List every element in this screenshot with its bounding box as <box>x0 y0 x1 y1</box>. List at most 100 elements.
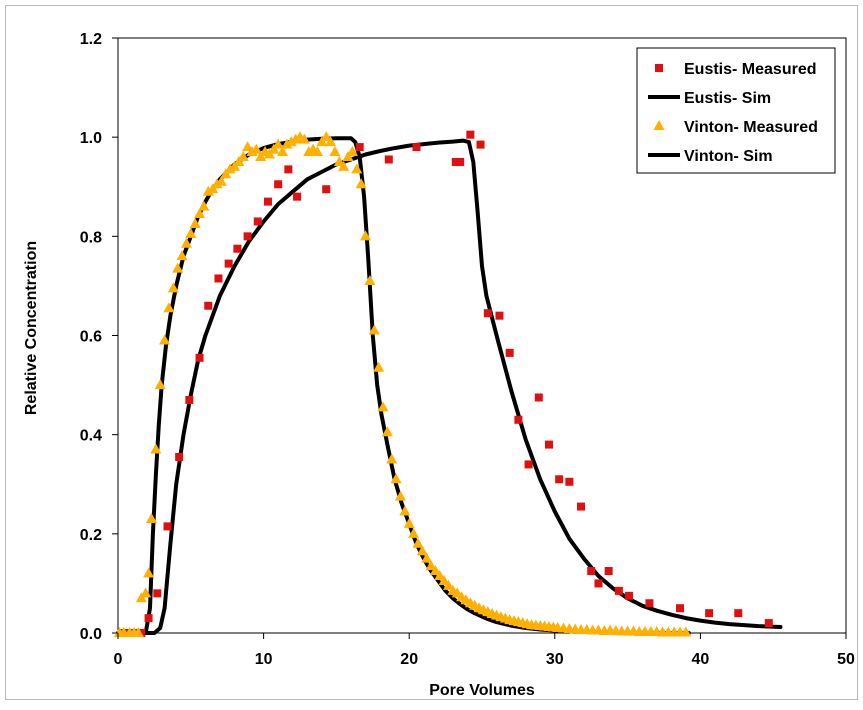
data-point <box>145 512 157 523</box>
data-point <box>421 552 433 563</box>
data-point <box>293 192 302 201</box>
data-point <box>144 614 153 623</box>
data-point <box>408 527 420 538</box>
data-point <box>565 477 574 486</box>
y-tick-label: 0.2 <box>80 527 102 544</box>
legend-swatch <box>653 120 665 130</box>
legend-label: Vinton- Measured <box>684 119 818 136</box>
data-point <box>377 401 389 412</box>
data-point <box>194 208 206 219</box>
data-point <box>476 140 485 149</box>
data-point <box>338 160 350 171</box>
legend-swatch <box>655 64 663 72</box>
data-point <box>594 579 603 588</box>
data-point <box>412 143 421 152</box>
data-point <box>438 574 450 585</box>
axes-layer: 0 10 20 30 40 50 0.0 0.2 0.4 0.6 0.8 1.0 1.2 <box>80 31 855 668</box>
data-point <box>390 473 402 484</box>
legend-label: Vinton- Sim <box>684 148 773 165</box>
series-vinton-measured <box>113 131 692 637</box>
data-point <box>185 395 194 404</box>
data-point <box>676 604 685 613</box>
data-point <box>185 227 197 238</box>
data-point <box>272 138 284 149</box>
data-point <box>325 136 337 147</box>
data-point <box>680 626 692 637</box>
data-point <box>456 157 465 166</box>
data-point <box>399 505 411 516</box>
data-point <box>524 460 533 469</box>
data-point <box>233 244 242 253</box>
data-point <box>495 311 504 320</box>
legend-label: Eustis- Measured <box>684 61 816 78</box>
data-point <box>215 175 227 186</box>
data-point <box>322 185 331 194</box>
x-tick-label: 10 <box>255 651 273 668</box>
data-point <box>587 567 596 576</box>
x-tick-label: 50 <box>837 651 855 668</box>
y-tick-label: 0.0 <box>80 626 102 643</box>
data-point <box>734 609 743 618</box>
data-point <box>195 353 204 362</box>
data-point <box>434 569 446 580</box>
data-point <box>346 146 358 157</box>
data-point <box>263 197 272 206</box>
data-point <box>311 146 323 157</box>
data-point <box>253 217 262 226</box>
data-point <box>153 589 162 598</box>
data-point <box>180 237 192 248</box>
data-point <box>416 545 428 556</box>
data-point <box>143 567 155 578</box>
data-point <box>198 200 210 211</box>
data-point <box>403 517 415 528</box>
x-tick-label: 20 <box>400 651 418 668</box>
data-point <box>466 130 475 139</box>
data-point <box>355 178 367 189</box>
data-point <box>534 393 543 402</box>
data-point <box>381 426 393 437</box>
data-point <box>614 586 623 595</box>
data-point <box>159 334 171 345</box>
data-point <box>132 627 144 637</box>
data-point <box>505 348 514 357</box>
data-point <box>163 302 175 313</box>
series-layer <box>113 130 783 637</box>
data-point <box>243 232 252 241</box>
data-point <box>237 151 249 161</box>
data-point <box>329 146 341 157</box>
data-point <box>412 537 424 548</box>
data-point <box>140 587 152 598</box>
data-point <box>604 567 613 576</box>
y-tick-label: 0.6 <box>80 329 102 346</box>
y-tick-label: 1.2 <box>80 31 102 48</box>
data-point <box>150 443 162 454</box>
data-point <box>577 502 586 511</box>
legend-box <box>636 47 836 174</box>
data-point <box>351 163 363 174</box>
data-point <box>204 301 213 310</box>
series-line <box>116 138 783 635</box>
data-point <box>384 155 393 164</box>
y-tick-label: 1.0 <box>80 130 102 147</box>
data-point <box>625 591 634 600</box>
data-point <box>250 143 262 154</box>
data-point <box>645 599 654 608</box>
legend: Eustis- Measured Eustis- Sim Vinton- Measu… <box>636 47 836 174</box>
y-axis-label: Relative Concentration <box>23 241 40 415</box>
data-point <box>368 324 380 335</box>
data-point <box>425 560 437 571</box>
x-tick-label: 40 <box>692 651 710 668</box>
data-point <box>451 157 460 166</box>
data-point <box>320 131 332 142</box>
data-point <box>355 143 364 152</box>
data-point <box>284 165 293 174</box>
data-point <box>764 619 773 628</box>
data-point <box>175 452 184 461</box>
data-point <box>544 440 553 449</box>
data-point <box>483 309 492 318</box>
x-axis-label: Pore Volumes <box>429 682 535 699</box>
data-point <box>360 230 372 241</box>
data-point <box>277 146 289 157</box>
